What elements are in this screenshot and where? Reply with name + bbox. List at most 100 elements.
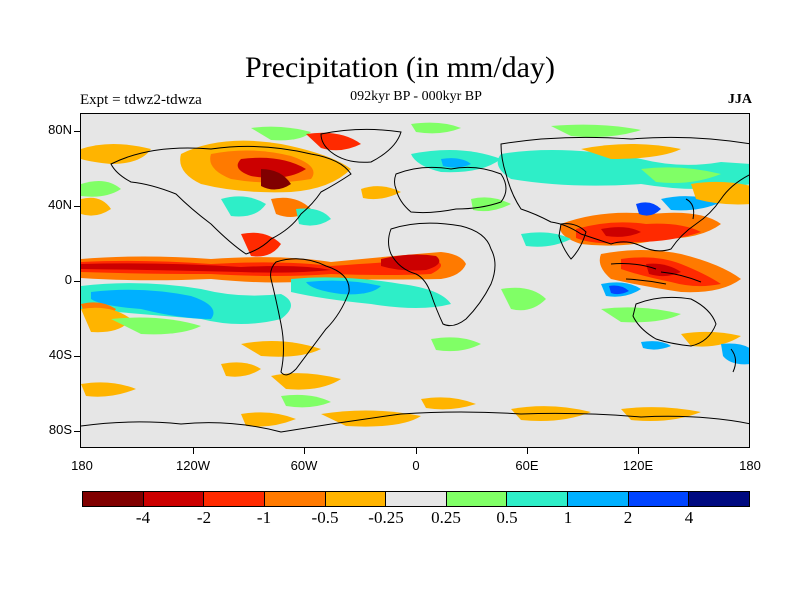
anomaly-region xyxy=(681,331,741,347)
anomaly-region xyxy=(521,232,571,247)
anomaly-region xyxy=(721,343,749,365)
anomaly-region xyxy=(609,285,629,295)
lat-label-80s: 80S xyxy=(48,422,72,437)
colorbar-swatch xyxy=(204,492,265,506)
anomaly-region xyxy=(81,180,121,197)
colorbar-label: -4 xyxy=(135,508,151,527)
lat-tick xyxy=(74,206,80,207)
anomaly-region xyxy=(641,341,671,350)
lon-tick xyxy=(527,448,528,454)
coastline-north-america xyxy=(110,145,352,255)
lat-tick xyxy=(74,281,80,282)
colorbar-label: 0.5 xyxy=(496,508,518,527)
map-svg xyxy=(81,122,749,433)
anomaly-region xyxy=(621,407,701,421)
anomaly-region xyxy=(91,289,214,319)
experiment-label: Expt = tdwz2-tdwza xyxy=(80,92,202,108)
anomaly-region xyxy=(306,132,361,151)
colorbar-label: -0.25 xyxy=(368,508,404,527)
colorbar-swatch xyxy=(568,492,629,506)
lon-tick xyxy=(638,448,639,454)
anomaly-region xyxy=(241,412,296,427)
lon-tick xyxy=(416,448,417,454)
colorbar-swatch xyxy=(628,492,690,506)
lon-tick xyxy=(193,448,194,454)
lon-label-0: 0 xyxy=(412,458,420,473)
anomaly-region xyxy=(441,158,471,168)
colorbar-swatch xyxy=(143,492,205,506)
colorbar-label: -0.5 xyxy=(311,508,339,527)
colorbar-swatch xyxy=(264,492,326,506)
coastline-australia xyxy=(632,296,717,347)
anomaly-region xyxy=(81,307,131,333)
colorbar-swatch xyxy=(507,492,569,506)
anomaly-region xyxy=(601,307,681,323)
anomaly-region xyxy=(261,169,291,190)
lat-label-40n: 40N xyxy=(48,197,72,212)
anomaly-region xyxy=(551,124,641,138)
colorbar-label: -1 xyxy=(256,508,272,527)
anomaly-region xyxy=(411,122,461,134)
colorbar-swatch xyxy=(446,492,508,506)
anomaly-region xyxy=(221,362,261,377)
coastline-japan xyxy=(685,198,695,220)
anomaly-region xyxy=(111,317,201,335)
lon-label-120w: 120W xyxy=(176,458,210,473)
lat-tick xyxy=(74,131,80,132)
anomaly-region xyxy=(81,263,331,273)
anomaly-region xyxy=(241,340,321,357)
lat-label-80n: 80N xyxy=(48,122,72,137)
anomaly-region xyxy=(601,227,641,237)
anomaly-region xyxy=(381,254,440,271)
lat-label-40s: 40S xyxy=(48,347,72,362)
colorbar-label: 0.25 xyxy=(431,508,461,527)
coastline-asia xyxy=(500,136,749,252)
coastline-antarctica xyxy=(81,411,749,433)
anomaly-region xyxy=(241,232,281,257)
anomaly-region xyxy=(421,397,476,410)
anomaly-region xyxy=(237,157,306,178)
anomaly-region xyxy=(641,167,721,183)
anomaly-region xyxy=(471,197,511,212)
anomaly-region xyxy=(361,186,401,200)
coastline-south-america xyxy=(270,258,350,376)
period-label: 092kyr BP - 000kyr BP xyxy=(350,89,482,104)
anomaly-region xyxy=(646,263,681,277)
map-title: Precipitation (in mm/day) xyxy=(245,51,555,84)
lon-label-120e: 120E xyxy=(622,458,654,473)
anomaly-region xyxy=(81,197,111,216)
lon-label-180w: 180 xyxy=(71,458,93,473)
colorbar xyxy=(82,491,750,507)
colorbar-swatch xyxy=(689,492,750,506)
anomaly-region xyxy=(221,196,266,217)
colorbar-label: -2 xyxy=(196,508,212,527)
anomaly-region xyxy=(271,373,341,390)
anomaly-region xyxy=(81,382,136,397)
anomaly-region xyxy=(281,394,331,408)
colorbar-label: 1 xyxy=(563,508,573,527)
anomaly-region xyxy=(431,337,481,352)
colorbar-swatch xyxy=(325,492,387,506)
lon-tick xyxy=(304,448,305,454)
coastline-africa xyxy=(388,222,496,327)
anomaly-region xyxy=(501,287,546,311)
anomaly-region xyxy=(636,202,661,216)
lon-label-60e: 60E xyxy=(515,458,539,473)
colorbar-swatch xyxy=(83,492,144,506)
precipitation-map xyxy=(80,113,750,448)
anomaly-fields xyxy=(81,122,749,427)
coastline-europe xyxy=(394,166,507,214)
colorbar-label: 4 xyxy=(684,508,694,527)
anomaly-region xyxy=(81,144,151,164)
lat-tick xyxy=(74,431,80,432)
coastlines xyxy=(81,128,749,433)
anomaly-region xyxy=(581,144,681,159)
coastline-new-zealand xyxy=(730,348,737,373)
coastline-india xyxy=(558,223,587,260)
anomaly-region xyxy=(251,126,311,141)
lon-label-60w: 60W xyxy=(290,458,318,473)
coastline-indonesia xyxy=(610,263,702,285)
lat-label-0: 0 xyxy=(64,272,72,287)
season-label: JJA xyxy=(727,92,752,107)
anomaly-region xyxy=(691,181,749,205)
